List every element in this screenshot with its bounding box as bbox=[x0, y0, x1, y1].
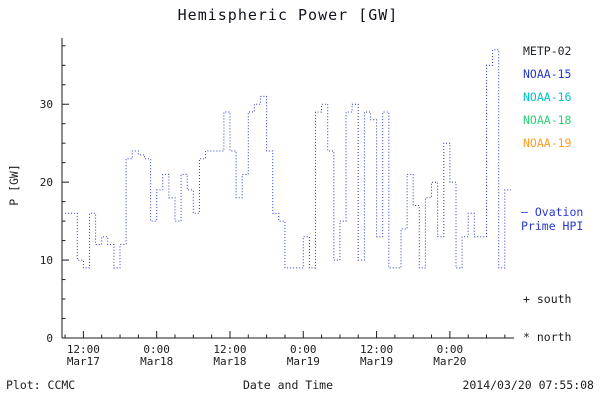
y-axis: 0 10 20 30 bbox=[40, 38, 69, 345]
x-tick-time: 0:00 bbox=[143, 343, 170, 356]
y-tick-label: 0 bbox=[46, 332, 53, 345]
legend-ovation-line2: Prime HPI bbox=[521, 219, 584, 233]
legend-ovation: — Ovation Prime HPI bbox=[521, 205, 597, 233]
x-tick-date: Mar19 bbox=[360, 355, 393, 368]
x-tick-time: 0:00 bbox=[437, 343, 464, 356]
x-tick-date: Mar19 bbox=[287, 355, 320, 368]
x-tick-date: Mar18 bbox=[140, 355, 173, 368]
x-tick-time: 12:00 bbox=[67, 343, 100, 356]
legend-marker-south: + south bbox=[523, 292, 572, 306]
x-tick-time: 12:00 bbox=[360, 343, 393, 356]
y-tick-label: 30 bbox=[40, 98, 53, 111]
x-tick-time: 0:00 bbox=[290, 343, 317, 356]
y-tick-label: 10 bbox=[40, 254, 53, 267]
plot-credit: Plot: CCMC bbox=[6, 378, 76, 392]
plot-timestamp: 2014/03/20 07:55:08 bbox=[462, 378, 594, 392]
legend-item-noaa-18: NOAA-18 bbox=[523, 113, 572, 127]
legend-item-noaa-15: NOAA-15 bbox=[523, 67, 572, 81]
x-tick-date: Mar20 bbox=[433, 355, 466, 368]
x-tick-time: 12:00 bbox=[213, 343, 246, 356]
x-tick-date: Mar18 bbox=[213, 355, 246, 368]
legend-marker-north: * north bbox=[523, 330, 572, 344]
x-axis: 12:00Mar170:00Mar1812:00Mar180:00Mar1912… bbox=[62, 331, 514, 368]
x-axis-label: Date and Time bbox=[242, 378, 333, 392]
legend-item-noaa-16: NOAA-16 bbox=[523, 90, 572, 104]
page-title: Hemispheric Power [GW] bbox=[177, 6, 399, 24]
x-tick-date: Mar17 bbox=[67, 355, 100, 368]
hpi-series-line bbox=[65, 49, 511, 269]
y-axis-label: P [GW] bbox=[7, 164, 21, 206]
legend-item-noaa-19: NOAA-19 bbox=[523, 136, 572, 150]
legend-item-metp-02: METP-02 bbox=[523, 44, 572, 58]
legend-satellites: METP-02 NOAA-15 NOAA-16 NOAA-18 NOAA-19 bbox=[523, 44, 597, 159]
y-tick-label: 20 bbox=[40, 176, 53, 189]
legend-ovation-line1: — Ovation bbox=[521, 205, 584, 219]
